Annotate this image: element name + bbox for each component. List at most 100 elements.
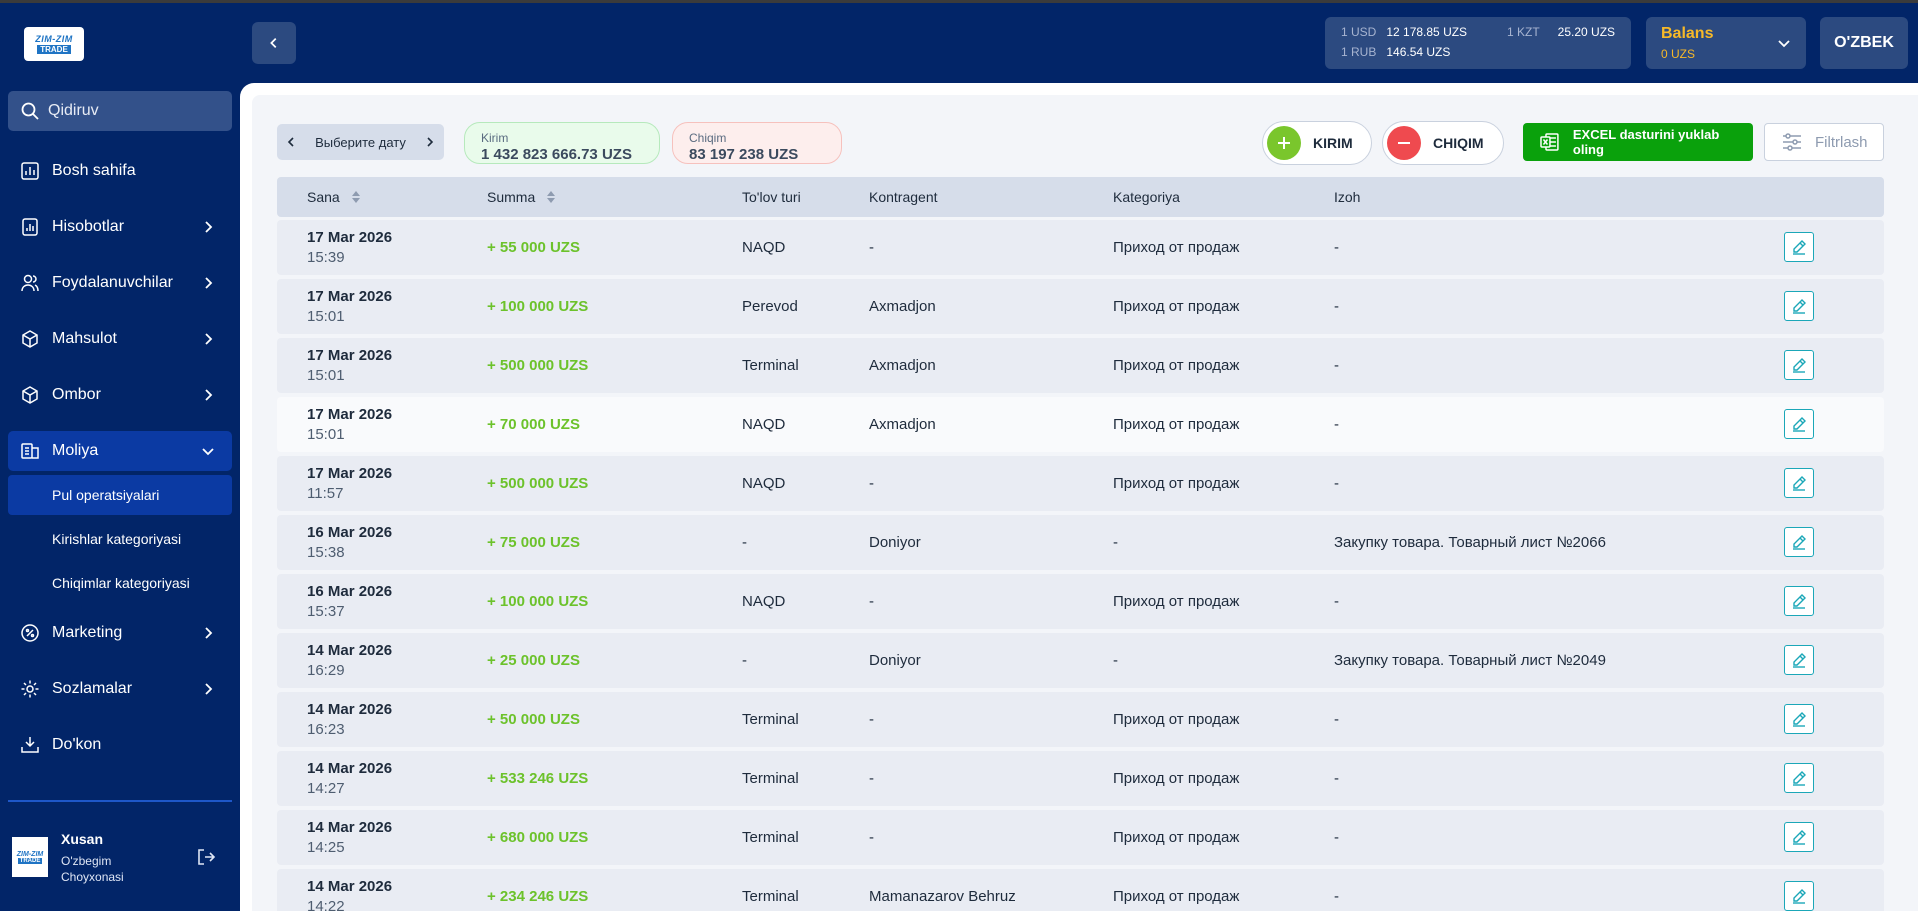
pencil-icon — [1793, 712, 1806, 727]
edit-button[interactable] — [1784, 645, 1814, 675]
avatar-logo-bottom: TRADE — [17, 857, 43, 864]
sidebar-item-foydalanuvchilar[interactable]: Foydalanuvchilar — [8, 263, 232, 303]
edit-button[interactable] — [1784, 409, 1814, 439]
category-cell: Приход от продаж — [1113, 298, 1240, 315]
logo-text-top: ZIM-ZIM — [35, 34, 73, 44]
row-date: 17 Mar 2026 — [307, 347, 393, 364]
sidebar-item-hisobotlar[interactable]: Hisobotlar — [8, 207, 232, 247]
sidebar-item-moliya[interactable]: Moliya — [8, 431, 232, 471]
sidebar-item-ombor[interactable]: Ombor — [8, 375, 232, 415]
table-row: 14 Mar 2026 16:23 + 50 000 UZS Terminal - При… — [277, 692, 1884, 747]
payment-type-cell: Terminal — [742, 829, 799, 846]
note-cell: - — [1334, 475, 1339, 492]
edit-button[interactable] — [1784, 704, 1814, 734]
sidebar-nav: Bosh sahifa Hisobotlar Foydalanuvchilar … — [8, 151, 232, 781]
column-header-date[interactable]: Sana — [307, 189, 362, 205]
rate-rub: 1 RUB 146.54 UZS — [1341, 45, 1450, 59]
search-input[interactable] — [48, 102, 218, 120]
row-time: 11:57 — [307, 485, 344, 502]
category-cell: - — [1113, 652, 1118, 669]
counterparty-cell: Axmadjon — [869, 298, 936, 315]
sidebar-item-label: Bosh sahifa — [52, 162, 136, 179]
app-logo[interactable]: ZIM-ZIM TRADE — [24, 27, 84, 61]
row-time: 15:01 — [307, 308, 345, 325]
table-row: 17 Mar 2026 15:01 + 500 000 UZS Terminal Axm… — [277, 338, 1884, 393]
edit-button[interactable] — [1784, 468, 1814, 498]
balance-title: Balans — [1661, 25, 1714, 42]
counterparty-cell: Doniyor — [869, 534, 921, 551]
edit-button[interactable] — [1784, 232, 1814, 262]
edit-button[interactable] — [1784, 763, 1814, 793]
finance-icon — [20, 441, 40, 461]
sum-cell: + 500 000 UZS — [487, 357, 589, 374]
edit-button[interactable] — [1784, 291, 1814, 321]
search-icon — [21, 102, 39, 120]
sidebar-collapse-button[interactable] — [252, 22, 296, 64]
language-button[interactable]: O'ZBEK — [1820, 17, 1908, 69]
date-cell: 17 Mar 2026 11:57 — [307, 465, 392, 502]
chevron-right-icon[interactable] — [424, 136, 436, 148]
sidebar-item-label: Ombor — [52, 386, 101, 403]
date-cell: 14 Mar 2026 14:22 — [307, 878, 392, 911]
sidebar-item-mahsulot[interactable]: Mahsulot — [8, 319, 232, 359]
edit-button[interactable] — [1784, 881, 1814, 911]
counterparty-cell: Axmadjon — [869, 416, 936, 433]
store-download-icon — [20, 735, 40, 755]
sidebar-item-label: Sozlamalar — [52, 680, 133, 697]
rate-kzt: 1 KZT 25.20 UZS — [1507, 25, 1615, 39]
date-picker[interactable]: Выберите дату — [277, 124, 444, 160]
table-header: Sana Summa To'lov turi Kontragent Katego… — [277, 177, 1884, 217]
row-date: 17 Mar 2026 — [307, 288, 393, 305]
excel-download-button[interactable]: EXCEL dasturini yuklab oling — [1523, 123, 1753, 161]
payment-type-cell: Terminal — [742, 711, 799, 728]
payment-type-cell: Terminal — [742, 888, 799, 905]
sidebar-item-label: Marketing — [52, 624, 123, 641]
balance-dropdown[interactable]: Balans 0 UZS — [1646, 17, 1806, 69]
chevron-right-icon — [205, 221, 213, 233]
submenu-item-pul-operatsiyalari[interactable]: Pul operatsiyalari — [8, 475, 232, 515]
date-cell: 17 Mar 2026 15:01 — [307, 347, 392, 384]
note-cell: - — [1334, 416, 1339, 433]
add-kirim-button[interactable]: KIRIM — [1262, 121, 1372, 165]
row-time: 16:29 — [307, 662, 345, 679]
row-time: 15:01 — [307, 367, 345, 384]
column-header-sum[interactable]: Summa — [487, 189, 557, 205]
note-cell: - — [1334, 298, 1339, 315]
row-date: 14 Mar 2026 — [307, 878, 393, 895]
date-cell: 14 Mar 2026 14:27 — [307, 760, 392, 797]
sum-cell: + 100 000 UZS — [487, 593, 589, 610]
row-date: 17 Mar 2026 — [307, 406, 393, 423]
submenu-item-chiqimlar-kategoriyasi[interactable]: Chiqimlar kategoriyasi — [52, 575, 190, 591]
sidebar-item-label: Mahsulot — [52, 330, 117, 347]
sort-icon — [351, 191, 360, 203]
table-row: 17 Mar 2026 15:39 + 55 000 UZS NAQD - Приход … — [277, 220, 1884, 275]
category-cell: Приход от продаж — [1113, 475, 1240, 492]
sidebar-item-marketing[interactable]: Marketing — [8, 613, 232, 653]
row-date: 14 Mar 2026 — [307, 760, 393, 777]
edit-button[interactable] — [1784, 586, 1814, 616]
edit-button[interactable] — [1784, 527, 1814, 557]
warehouse-box-icon — [20, 385, 40, 405]
edit-button[interactable] — [1784, 350, 1814, 380]
box-icon — [20, 329, 40, 349]
chevron-left-icon[interactable] — [285, 136, 297, 148]
category-cell: Приход от продаж — [1113, 357, 1240, 374]
edit-button[interactable] — [1784, 822, 1814, 852]
chevron-right-icon — [205, 333, 213, 345]
sidebar-item-bosh-sahifa[interactable]: Bosh sahifa — [8, 151, 232, 191]
add-chiqim-button[interactable]: CHIQIM — [1382, 121, 1504, 165]
logout-icon[interactable] — [196, 847, 216, 867]
sidebar-item-sozlamalar[interactable]: Sozlamalar — [8, 669, 232, 709]
sidebar-item-dokon[interactable]: Do'kon — [8, 725, 232, 765]
pencil-icon — [1793, 358, 1806, 373]
category-cell: Приход от продаж — [1113, 239, 1240, 256]
pencil-icon — [1793, 889, 1806, 904]
column-header-payment-type: To'lov turi — [742, 189, 801, 205]
profile-shop: O'zbegim Choyxonasi — [61, 854, 124, 884]
filter-button[interactable]: Filtrlash — [1764, 123, 1884, 161]
sidebar-item-label: Hisobotlar — [52, 218, 125, 235]
chevron-right-icon — [205, 627, 213, 639]
row-time: 16:23 — [307, 721, 345, 738]
submenu-item-kirishlar-kategoriyasi[interactable]: Kirishlar kategoriyasi — [52, 531, 182, 547]
rate-usd: 1 USD 12 178.85 UZS — [1341, 25, 1467, 39]
